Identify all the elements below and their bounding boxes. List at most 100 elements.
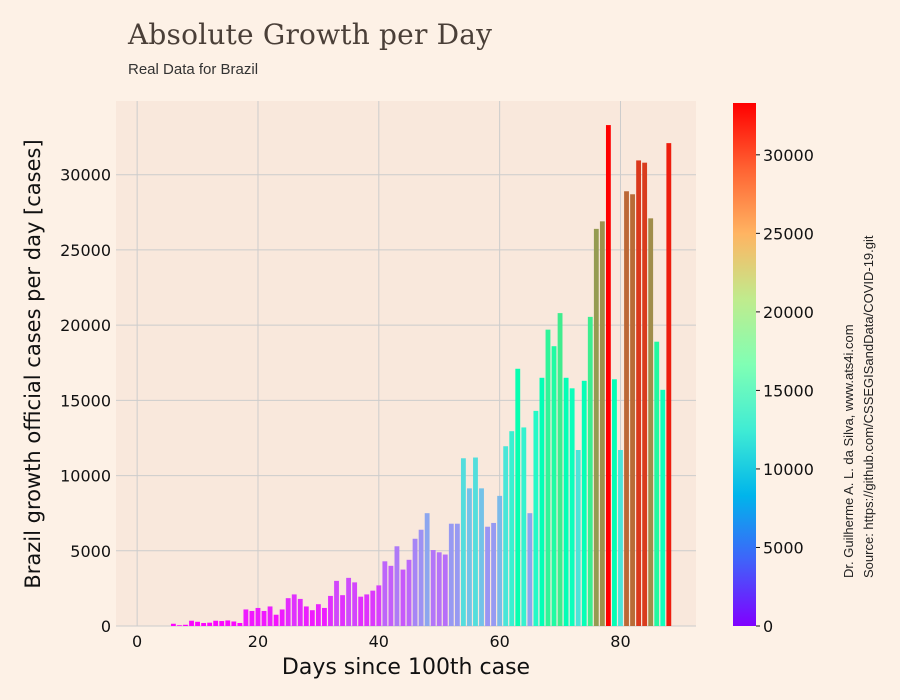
bar [322,607,327,626]
bar [575,449,581,626]
bar [279,609,285,626]
x-tick-label: 0 [132,632,142,651]
bar [418,529,424,626]
bar [170,623,176,626]
bar [521,427,527,626]
bar [479,488,484,626]
bar [509,431,515,626]
bar [309,610,315,626]
bar [195,621,200,626]
bar [497,495,503,626]
x-tick-label: 60 [489,632,509,651]
bar [551,346,557,626]
bar [219,621,225,626]
bar [303,606,309,626]
x-tick-label: 80 [610,632,630,651]
plot-area [116,101,696,626]
bar [201,622,207,626]
bar [485,526,490,626]
bar [370,590,376,626]
bar [285,598,291,626]
y-tick-label: 15000 [60,391,111,410]
bar [328,595,333,626]
bar [364,594,370,626]
bar [473,457,478,626]
bar [424,513,430,626]
bar [515,368,521,626]
bar [636,160,642,626]
bar [654,341,660,626]
bar [382,561,388,626]
credit-source: Source: https://github.com/CSSEGISandDat… [861,235,876,579]
bar [648,218,654,626]
bar [267,606,273,626]
bar [605,125,611,626]
y-tick-label: 0 [101,617,111,636]
bar [533,410,539,626]
bar [660,389,666,626]
bar [213,620,219,626]
bar [237,622,243,626]
bar [189,620,194,626]
colorbar-ticks: 0 5000 10000 15000 20000 25000 30000 [756,146,814,636]
bar [430,550,436,626]
bar [624,191,629,626]
bars [170,125,672,627]
colorbar-tick-label: 30000 [763,146,814,165]
bar [334,580,339,626]
bar [527,513,533,626]
bar [183,624,188,626]
colorbar-tick-label: 25000 [763,224,814,243]
bar [291,594,297,626]
y-tick-label: 5000 [70,542,111,561]
colorbar-tick-label: 5000 [763,538,804,557]
bar [545,329,551,626]
bar [436,552,442,626]
bar [599,221,605,626]
bar [612,379,617,626]
bar [400,569,406,626]
bar [642,162,648,627]
bar [618,449,623,626]
bar [557,313,563,626]
y-tick-label: 20000 [60,316,111,335]
y-tick-label: 30000 [60,166,111,185]
bar [666,143,672,626]
bar [593,228,599,626]
y-tick-label: 10000 [60,467,111,486]
bar [412,538,418,626]
bar [388,565,394,626]
bar [467,488,472,626]
bar [587,316,593,626]
bar [177,625,182,626]
colorbar-tick-label: 0 [763,617,773,636]
bar [581,380,587,626]
colorbar-tick-label: 20000 [763,303,814,322]
bar [491,522,497,626]
chart-subtitle: Real Data for Brazil [128,61,259,78]
bar [273,614,279,626]
bar [255,607,261,626]
x-axis-label: Days since 100th case [282,655,530,680]
bar [207,622,213,626]
bar [539,377,545,626]
bar [569,388,575,626]
bar [394,546,400,626]
bar [503,446,509,626]
colorbar-tick-label: 15000 [763,381,814,400]
axes: 0 20 40 60 80 0 5000 10000 15000 20000 25000 30000 [60,166,631,651]
bar [261,610,267,626]
bar [297,598,303,626]
y-tick-label: 25000 [60,241,111,260]
bar [460,458,466,626]
bar [340,595,345,626]
colorbar-tick-label: 10000 [763,460,814,479]
y-axis-label: Brazil growth official cases per day [ca… [21,139,45,588]
bar [448,523,454,626]
credit-author: Dr. Guilherme A. L. da Silva, www.ats4i.… [841,324,856,578]
bar [231,621,237,626]
bar [243,609,249,626]
bar [346,577,352,626]
bar [315,604,321,626]
